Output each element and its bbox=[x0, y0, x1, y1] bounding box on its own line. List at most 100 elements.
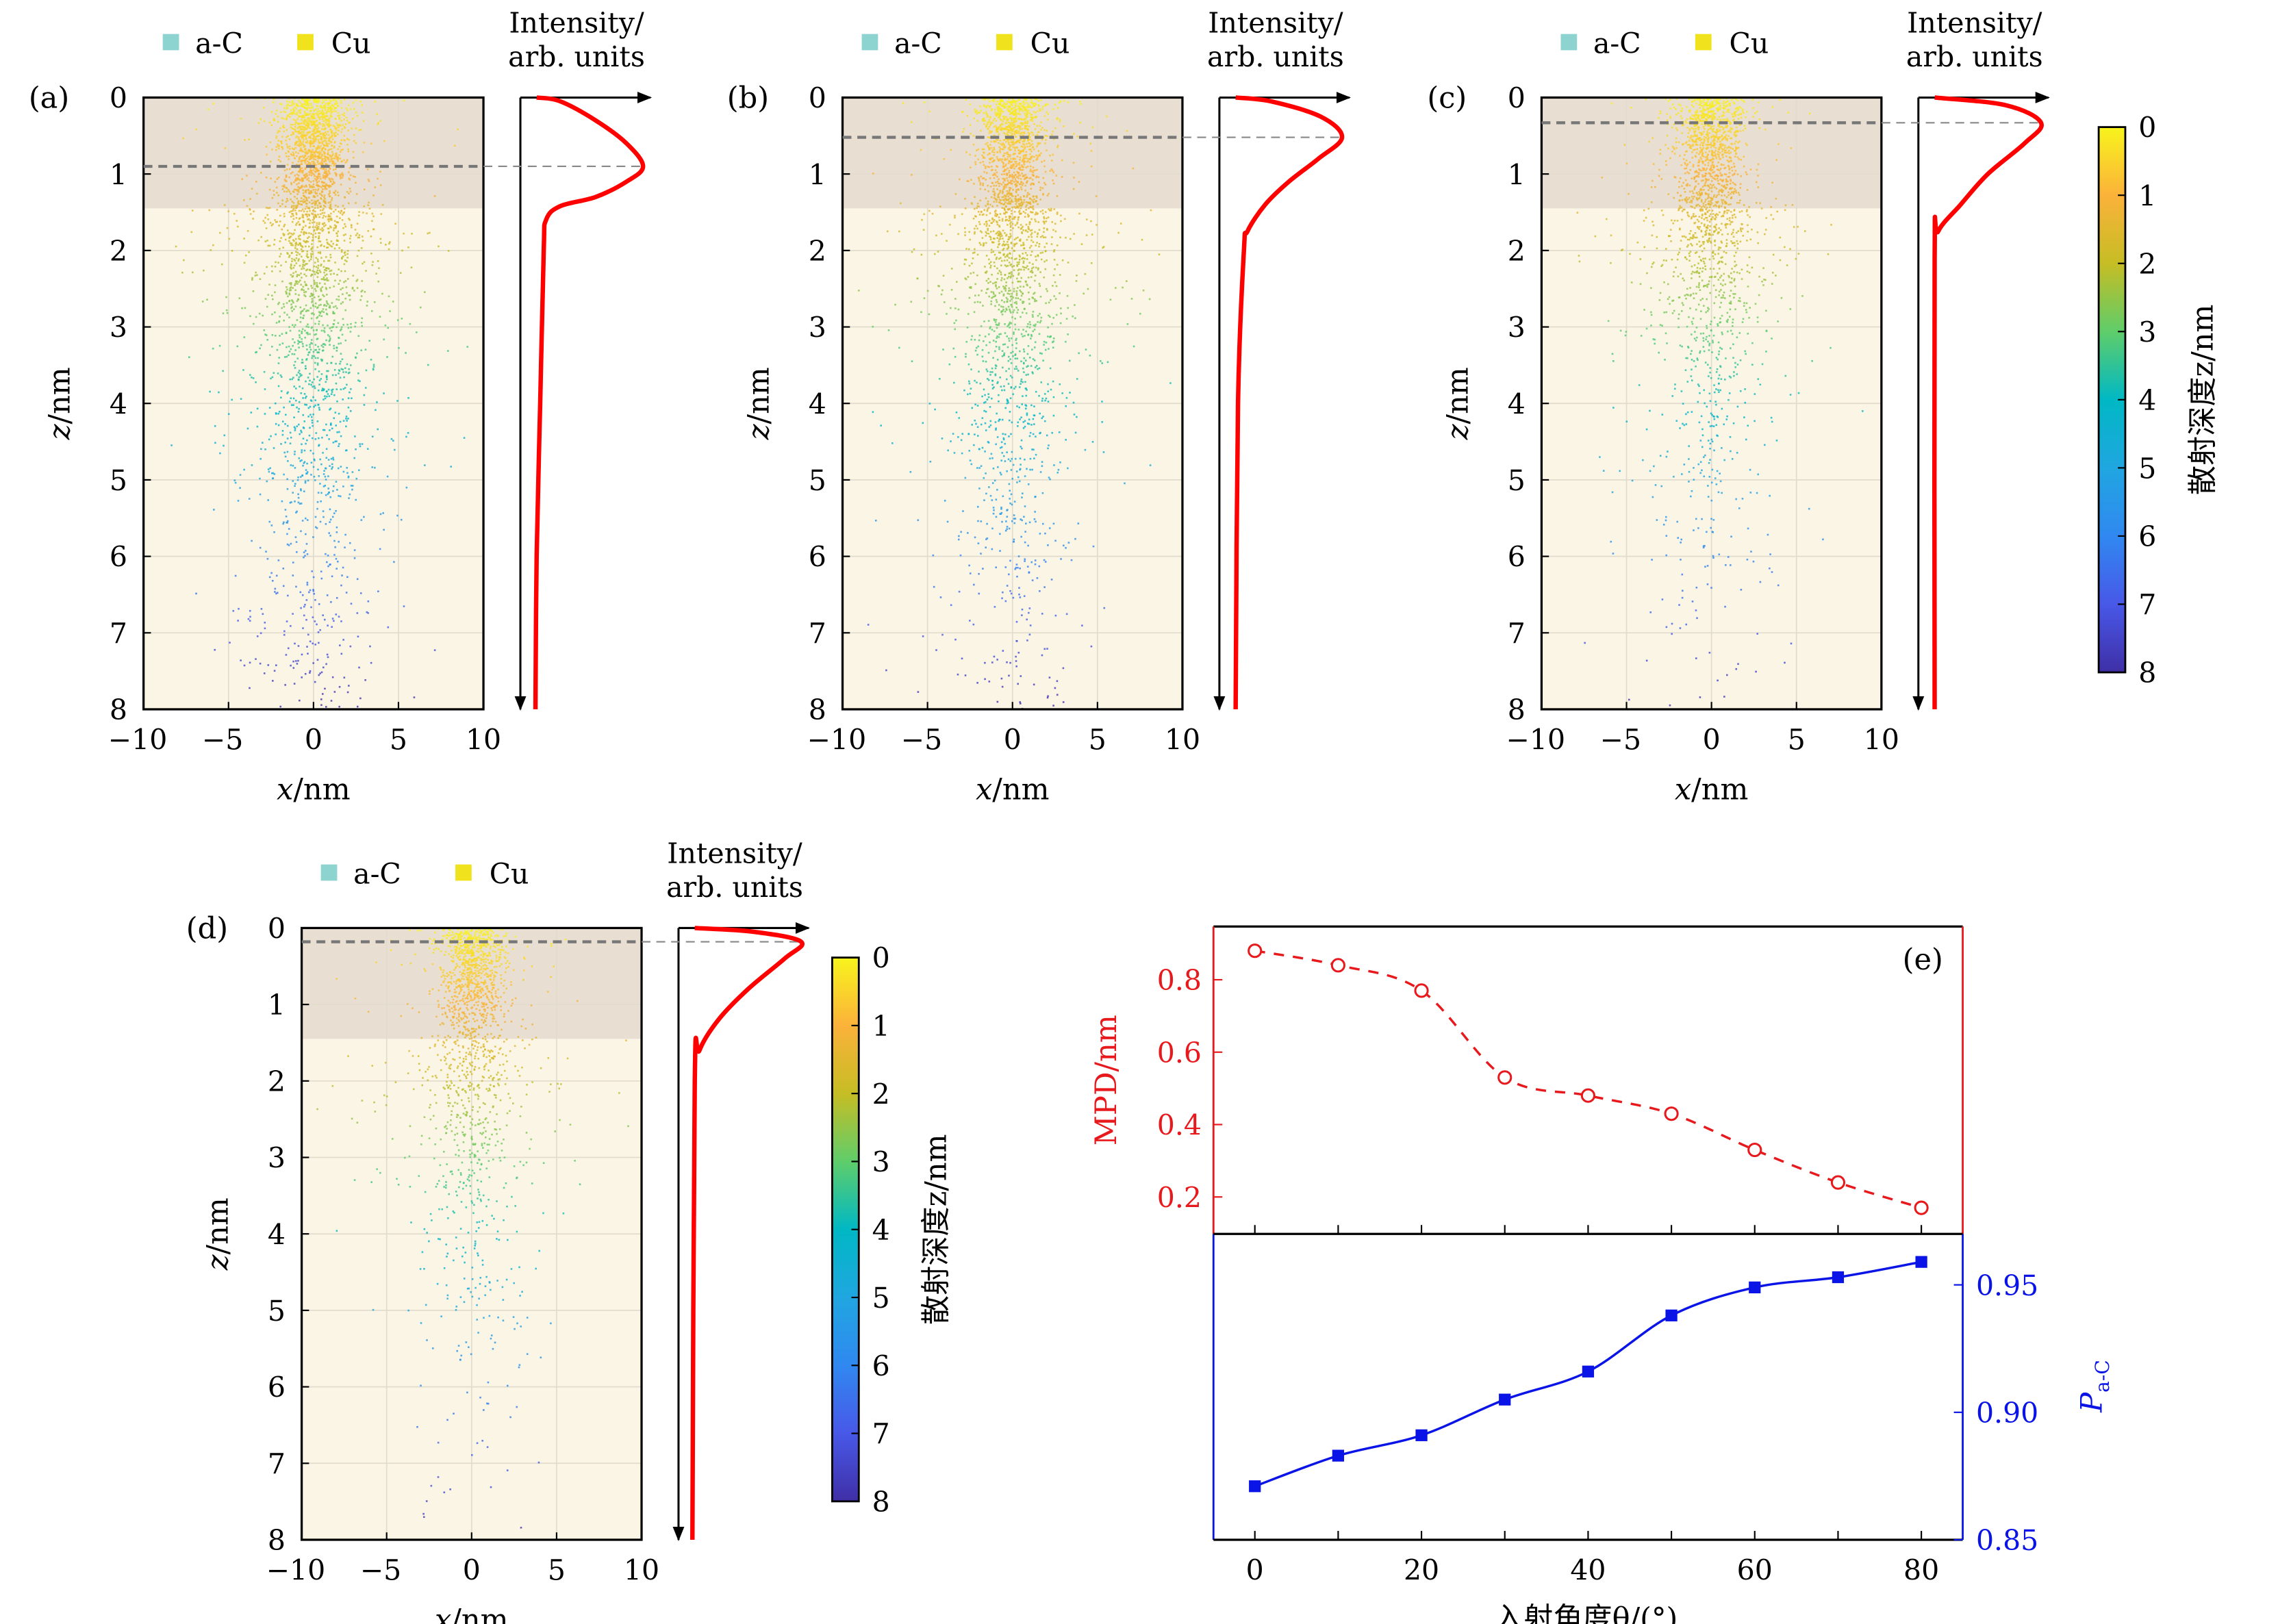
scatter-point bbox=[325, 173, 327, 176]
scatter-point bbox=[1005, 234, 1007, 237]
scatter-point bbox=[312, 188, 315, 191]
scatter-point bbox=[978, 592, 980, 595]
scatter-point bbox=[300, 135, 303, 138]
scatter-point bbox=[1010, 210, 1013, 212]
scatter-point bbox=[984, 394, 986, 396]
scatter-point bbox=[333, 344, 335, 347]
scatter-point bbox=[1008, 236, 1010, 238]
scatter-point bbox=[932, 554, 935, 557]
scatter-point bbox=[288, 292, 290, 294]
scatter-point bbox=[1043, 586, 1046, 588]
scatter-point bbox=[249, 374, 251, 376]
scatter-point bbox=[1022, 134, 1024, 136]
scatter-point bbox=[1057, 468, 1060, 471]
scatter-point bbox=[1019, 159, 1021, 161]
scatter-point bbox=[1061, 392, 1063, 394]
scatter-point bbox=[1045, 103, 1048, 106]
scatter-point bbox=[281, 429, 284, 432]
scatter-point bbox=[314, 100, 316, 102]
scatter-point bbox=[297, 659, 299, 662]
scatter-point bbox=[195, 592, 197, 595]
scatter-point bbox=[309, 379, 311, 382]
scatter-point bbox=[1102, 246, 1104, 249]
scatter-point bbox=[319, 209, 322, 212]
scatter-point bbox=[280, 390, 283, 392]
scatter-point bbox=[1032, 418, 1035, 420]
scatter-point bbox=[218, 344, 221, 347]
scatter-point bbox=[311, 298, 314, 300]
scatter-point bbox=[313, 166, 315, 169]
scatter-point bbox=[1030, 148, 1032, 151]
scatter-point bbox=[288, 544, 290, 546]
y-tick-label: 0 bbox=[110, 82, 127, 115]
scatter-point bbox=[1017, 132, 1020, 134]
scatter-point bbox=[1048, 527, 1051, 529]
scatter-point bbox=[338, 431, 340, 433]
scatter-point bbox=[1028, 221, 1031, 223]
scatter-point bbox=[977, 210, 980, 213]
scatter-point bbox=[1022, 150, 1025, 153]
scatter-point bbox=[293, 181, 295, 183]
scatter-point bbox=[303, 138, 305, 141]
scatter-point bbox=[243, 468, 245, 471]
scatter-point bbox=[1043, 115, 1046, 117]
scatter-point bbox=[326, 653, 329, 656]
scatter-point bbox=[295, 251, 297, 253]
scatter-point bbox=[337, 112, 340, 114]
scatter-point bbox=[316, 500, 319, 503]
scatter-point bbox=[277, 372, 279, 375]
scatter-point bbox=[368, 207, 371, 210]
scatter-point bbox=[251, 540, 253, 542]
scatter-point bbox=[333, 140, 336, 143]
scatter-point bbox=[1002, 306, 1004, 308]
scatter-point bbox=[301, 246, 304, 249]
scatter-point bbox=[1024, 184, 1027, 187]
scatter-point bbox=[979, 188, 982, 190]
scatter-point bbox=[1020, 316, 1022, 318]
scatter-point bbox=[302, 437, 305, 440]
scatter-point bbox=[311, 570, 313, 572]
scatter-point bbox=[303, 199, 305, 201]
scatter-point bbox=[327, 218, 329, 220]
scatter-point bbox=[322, 260, 325, 262]
scatter-point bbox=[340, 652, 343, 655]
scatter-point bbox=[974, 294, 976, 296]
scatter-point bbox=[309, 346, 311, 348]
scatter-point bbox=[981, 395, 983, 398]
scatter-point bbox=[323, 343, 325, 345]
scatter-point bbox=[324, 188, 326, 190]
scatter-point bbox=[286, 229, 289, 231]
scatter-point bbox=[308, 107, 311, 110]
scatter-point bbox=[1026, 113, 1028, 116]
scatter-point bbox=[290, 303, 292, 305]
scatter-point bbox=[309, 135, 312, 138]
scatter-point bbox=[1034, 298, 1036, 301]
scatter-point bbox=[322, 123, 324, 125]
scatter-point bbox=[457, 128, 459, 131]
scatter-point bbox=[1047, 216, 1050, 218]
scatter-point bbox=[1002, 118, 1005, 120]
scatter-point bbox=[319, 145, 322, 147]
scatter-point bbox=[344, 339, 347, 342]
scatter-point bbox=[291, 309, 294, 312]
scatter-point bbox=[1022, 260, 1025, 262]
scatter-point bbox=[1029, 170, 1031, 173]
scatter-point bbox=[239, 487, 241, 489]
scatter-point bbox=[1009, 308, 1011, 311]
scatter-point bbox=[273, 670, 276, 672]
scatter-point bbox=[994, 212, 997, 215]
scatter-point bbox=[991, 388, 994, 390]
scatter-point bbox=[998, 225, 1001, 228]
scatter-point bbox=[353, 156, 355, 159]
scatter-point bbox=[985, 197, 987, 199]
scatter-point bbox=[1054, 268, 1056, 270]
scatter-point bbox=[959, 554, 962, 557]
scatter-point bbox=[1033, 155, 1035, 158]
scatter-point bbox=[1058, 431, 1061, 433]
scatter-point bbox=[1011, 118, 1013, 120]
scatter-point bbox=[328, 243, 331, 246]
scatter-point bbox=[997, 246, 999, 249]
scatter-point bbox=[286, 114, 289, 116]
scatter-point bbox=[323, 137, 326, 139]
scatter-point bbox=[1007, 301, 1009, 303]
